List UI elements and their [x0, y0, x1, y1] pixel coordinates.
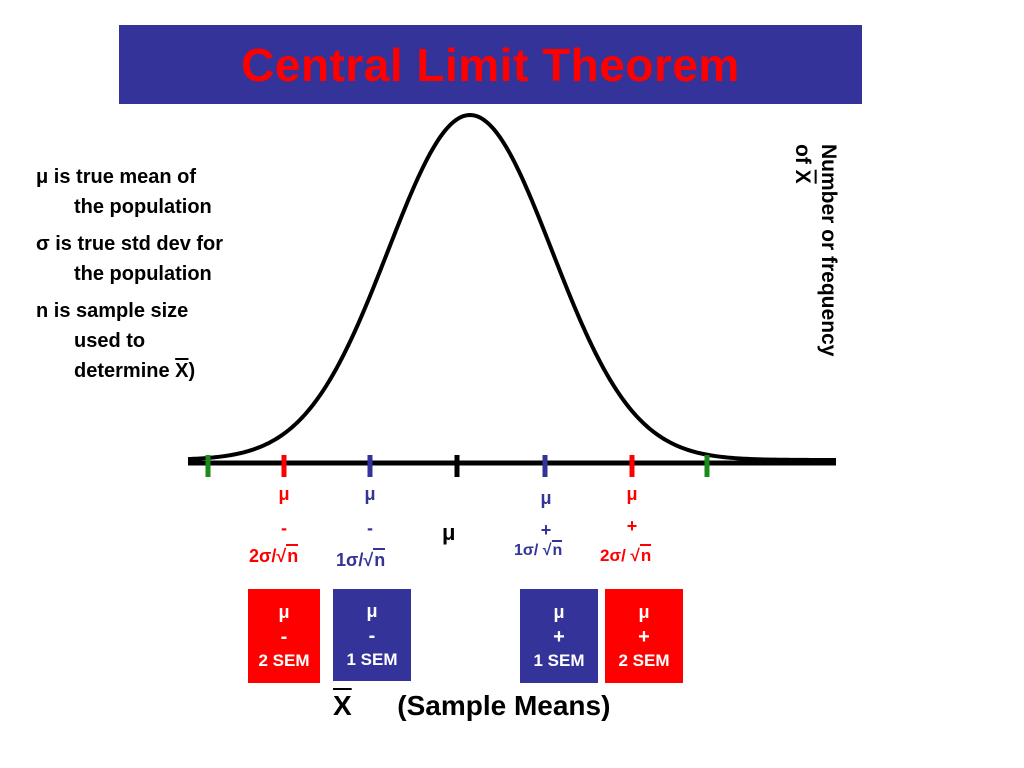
box-plus-1sem-mu: μ: [553, 602, 565, 622]
definitions-list: μ is true mean of the population σ is tr…: [36, 162, 286, 393]
note-mu-line2: the population: [74, 196, 212, 218]
label-minus1-op: -: [367, 518, 373, 538]
box-minus-1sem-mu: μ: [366, 601, 378, 621]
box-plus-2sem-label: 2 SEM: [618, 651, 670, 670]
formula-plus2-text: 2σ/ √: [600, 546, 640, 565]
y-axis-xbar: X: [791, 169, 814, 184]
note-sigma-line1: σ is true std dev for: [36, 233, 224, 255]
formula-plus1-n: n: [551, 540, 563, 559]
formula-minus2-text: 2σ/√: [249, 546, 287, 566]
note-mu-line1: μ is true mean of: [36, 166, 197, 188]
x-axis-label-text: (Sample Means): [397, 690, 611, 721]
formula-plus2: 2σ/ √n: [600, 544, 652, 566]
note-n: n is sample size used to determine X): [36, 296, 286, 386]
label-plus2-op: +: [626, 516, 638, 536]
note-sigma: σ is true std dev for the population: [36, 229, 286, 289]
box-minus-2sem-label: 2 SEM: [258, 651, 310, 670]
note-n-line1: n is sample size: [36, 300, 189, 322]
box-minus-1sem-op: -: [368, 625, 376, 647]
formula-plus1: 1σ/ √n: [514, 540, 563, 560]
formula-minus2: 2σ/√n: [249, 544, 299, 567]
y-axis-of: of: [791, 144, 814, 170]
x-axis-label: X (Sample Means): [333, 690, 610, 722]
y-axis-label: Number or frequency of X: [785, 144, 841, 434]
label-plus2-mu: μ: [626, 484, 638, 504]
box-plus-1sem-label: 1 SEM: [533, 651, 585, 670]
box-minus-2sem-mu: μ: [278, 602, 290, 622]
y-axis-label-line1: Number or frequency: [817, 144, 840, 357]
label-minus2-mu: μ: [278, 484, 290, 504]
label-minus2-op: -: [281, 518, 287, 538]
box-plus-2sem: μ + 2 SEM: [605, 589, 683, 683]
note-n-line3-text: determine: [74, 360, 176, 382]
title-banner: Central Limit Theorem: [119, 25, 862, 104]
bell-curve: [187, 112, 836, 462]
note-n-line3-close: ): [188, 360, 196, 382]
label-minus1-mu: μ: [364, 484, 376, 504]
note-n-line3: determine X): [36, 356, 286, 386]
note-mu: μ is true mean of the population: [36, 162, 286, 222]
box-minus-1sem-label: 1 SEM: [346, 650, 398, 669]
xbar-symbol: X: [175, 360, 189, 382]
page-title: Central Limit Theorem: [241, 38, 740, 91]
formula-plus1-text: 1σ/ √: [514, 542, 552, 559]
box-minus-1sem: μ - 1 SEM: [333, 589, 411, 681]
note-sigma-line2: the population: [74, 263, 212, 285]
note-n-line2: used to: [74, 330, 146, 352]
formula-plus2-n: n: [639, 544, 652, 565]
formula-minus1-n: n: [373, 548, 386, 570]
x-axis-xbar: X: [333, 690, 352, 721]
box-plus-2sem-mu: μ: [638, 602, 650, 622]
label-center-mu: μ: [442, 520, 456, 545]
label-plus1-op: +: [540, 520, 552, 540]
label-plus1-mu: μ: [540, 488, 552, 508]
box-minus-2sem-op: -: [280, 626, 288, 648]
formula-minus1-text: 1σ/√: [336, 550, 374, 570]
box-minus-2sem: μ - 2 SEM: [248, 589, 320, 683]
box-plus-1sem: μ + 1 SEM: [520, 589, 598, 683]
box-plus-2sem-op: +: [638, 626, 650, 648]
y-axis-label-line2: of X: [791, 144, 814, 184]
formula-minus2-n: n: [286, 544, 299, 566]
formula-minus1: 1σ/√n: [336, 548, 386, 571]
box-plus-1sem-op: +: [553, 626, 565, 648]
